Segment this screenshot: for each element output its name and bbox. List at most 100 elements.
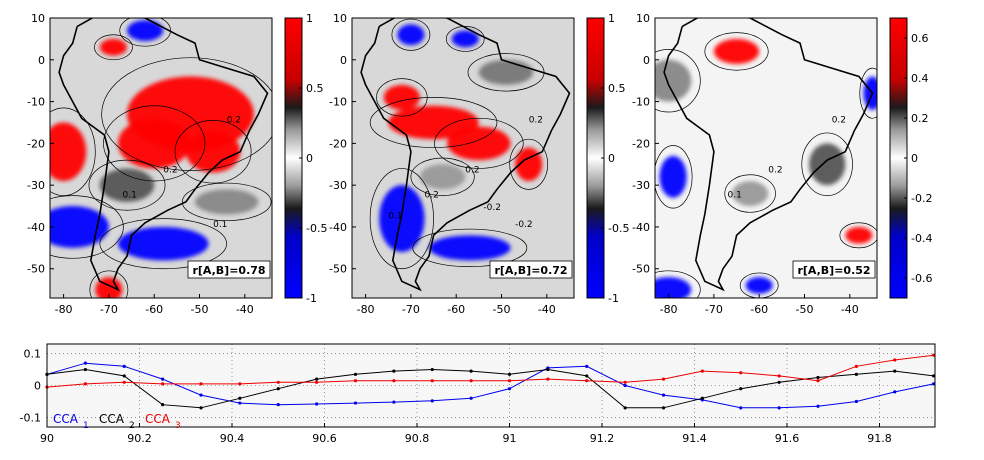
contour-line <box>88 159 166 211</box>
y-tick-label: -50 <box>329 263 347 276</box>
data-point <box>661 406 666 410</box>
field-patch <box>388 105 479 140</box>
field-patch <box>845 226 873 244</box>
x-tick-label: -60 <box>750 303 768 316</box>
contour-line <box>655 270 701 298</box>
data-point <box>816 379 820 383</box>
contour-label: 0.2 <box>227 115 241 125</box>
contour-line <box>50 195 124 259</box>
y-tick-label: -10 <box>27 96 45 109</box>
map-panel-C: 0.2 0.2 0.1 -80 -70 -60 -50 -40 10 0 -10 -20 -30 -40 -… <box>632 12 932 316</box>
correlation-label: r[A,B]=0.52 <box>797 264 870 277</box>
contour-line <box>655 49 701 113</box>
x-tick-label: -60 <box>447 303 465 316</box>
x-tick-label: -50 <box>191 303 209 316</box>
x-tick-label: -70 <box>705 303 723 316</box>
legend-subscript: 2 <box>129 421 135 431</box>
field-patch <box>50 122 87 181</box>
y-tick-label: 0 <box>340 54 347 67</box>
field-patch <box>451 30 479 48</box>
field-patch <box>383 84 420 110</box>
correlation-label: r[A,B]=0.78 <box>192 264 265 277</box>
data-point <box>816 375 820 380</box>
field-patch <box>447 126 511 161</box>
x-tick-label: -40 <box>841 303 859 316</box>
contour-line <box>103 105 206 182</box>
x-tick-label: 90 <box>40 432 54 445</box>
series-line <box>46 368 934 409</box>
correlation-field: 0.2 0.2 0.2 -0.2 -0.2 0.1 <box>360 18 571 292</box>
data-point <box>161 377 165 381</box>
colorbar-tick-label: 0.6 <box>911 32 929 45</box>
contour-line <box>174 120 252 184</box>
field-patch <box>194 189 259 215</box>
correlation-box <box>792 260 876 279</box>
data-point <box>777 374 781 378</box>
x-tick-label: -80 <box>357 303 375 316</box>
contour-label: 0.1 <box>122 191 136 201</box>
colorbar-tick-label: -0.2 <box>911 192 932 205</box>
colorbar-tick-label: 0 <box>608 152 615 165</box>
data-point <box>585 364 589 368</box>
contour-line <box>410 157 475 196</box>
colorbar-tick-label: -0.5 <box>608 222 629 235</box>
contour-line <box>509 138 549 190</box>
data-point <box>122 364 126 368</box>
contour-label: 0.2 <box>424 191 438 201</box>
timeseries-panel: 90 90.2 90.4 90.6 90.8 91 91.2 91.4 91.6 91.8 0.1 0… <box>20 343 936 445</box>
field-patch <box>397 24 425 46</box>
colorbar-tick-label: 0.4 <box>911 72 929 85</box>
data-point <box>739 371 743 375</box>
colorbar-tick-label: 0 <box>306 152 313 165</box>
legend-entry: CCA <box>145 412 171 426</box>
x-tick-label: -40 <box>538 303 556 316</box>
x-tick-label: -70 <box>100 303 118 316</box>
coastline <box>58 18 269 292</box>
contour-line <box>859 67 877 119</box>
data-point <box>661 393 666 397</box>
field-patch <box>732 180 769 207</box>
field-patch <box>515 147 543 181</box>
x-tick-label: -80 <box>55 303 73 316</box>
data-point <box>276 403 280 407</box>
x-tick-label: 90.4 <box>220 432 245 445</box>
y-tick-label: -20 <box>27 137 45 150</box>
data-point <box>585 374 589 378</box>
y-tick-label: -20 <box>632 137 650 150</box>
contour-line <box>445 26 485 52</box>
data-point <box>430 379 434 383</box>
colorbar-tick-label: 0.5 <box>608 82 626 95</box>
data-point <box>893 390 897 394</box>
y-tick-label: -40 <box>27 221 45 234</box>
y-tick-label: -20 <box>329 137 347 150</box>
field-patch <box>117 118 191 169</box>
coastline <box>663 18 874 292</box>
map-panel-B: 0.20.20.2-0.2-0.20.1-80 -70 -60 -50 -40100-1… <box>329 12 629 316</box>
data-point <box>739 406 743 410</box>
data-point <box>392 400 396 404</box>
contour-label: 0.2 <box>832 115 846 125</box>
field-patch <box>99 168 155 202</box>
colorbar-tick-label: -0.5 <box>306 222 327 235</box>
legend-subscript: 3 <box>175 421 181 431</box>
contour-line <box>89 270 129 298</box>
data-point <box>661 377 666 381</box>
data-point <box>238 396 242 400</box>
field-patch <box>659 155 687 198</box>
data-point <box>546 367 550 372</box>
field-patch <box>185 130 241 173</box>
series-cca3 <box>45 353 936 389</box>
data-point <box>777 406 781 410</box>
data-point <box>392 369 396 373</box>
colorbar-tick-label: 0 <box>911 152 918 165</box>
map-panels: 0.20.20.10.1-80 -70 -60 -50 -40100-10-20-30-… <box>27 12 932 316</box>
data-point <box>700 369 704 373</box>
series-line <box>46 362 934 409</box>
y-tick-label: -50 <box>632 263 650 276</box>
y-tick-label: 0 <box>643 54 650 67</box>
x-tick-label: -70 <box>402 303 420 316</box>
legend-subscript: 1 <box>83 421 89 431</box>
y-tick-label: -0.1 <box>20 411 41 424</box>
contour-label: 0.1 <box>388 212 402 222</box>
data-point <box>854 364 858 368</box>
